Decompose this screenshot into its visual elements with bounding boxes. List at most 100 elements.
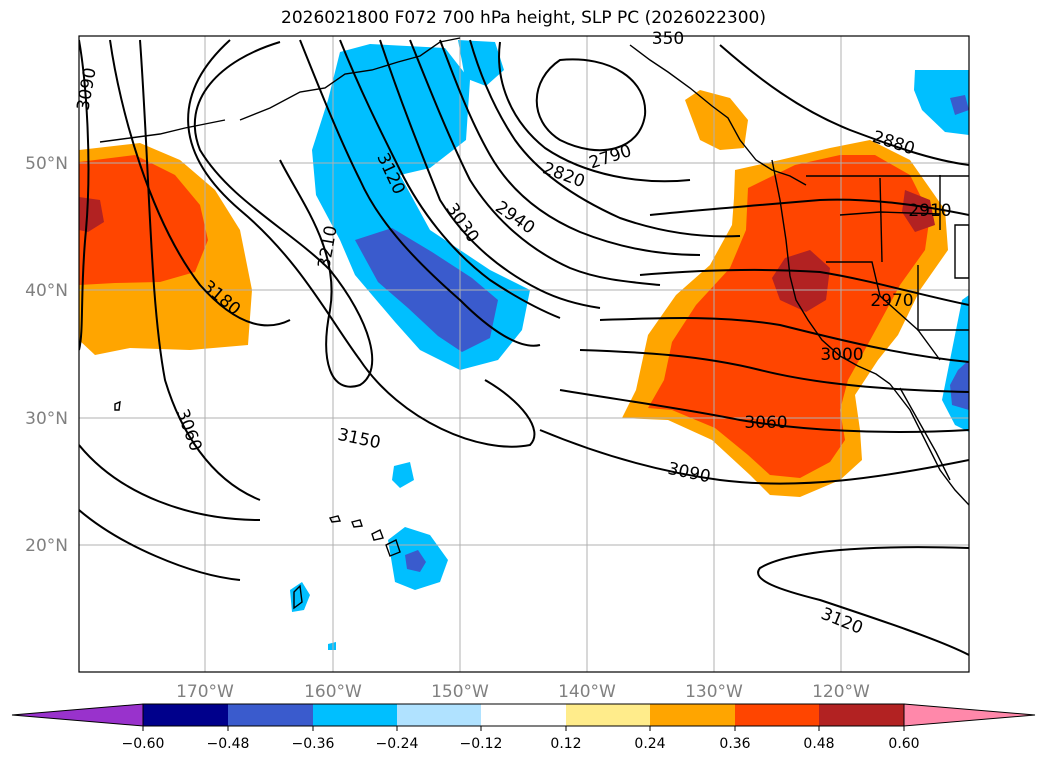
contour-2940 <box>469 39 741 238</box>
contour-label: 3090 <box>73 66 100 112</box>
positive-anomaly-east-north <box>685 90 748 150</box>
contour-label: 3060 <box>744 413 787 433</box>
contour-3000 <box>409 39 661 286</box>
lat-label: 50°N <box>25 154 68 174</box>
colorbar-segment <box>566 704 650 726</box>
contour-3060-central <box>339 39 561 319</box>
contour-3120-central <box>299 39 541 347</box>
hawaii-big-island <box>385 539 401 557</box>
contour-label: 2790 <box>587 141 634 173</box>
contour-3120-east <box>757 546 969 656</box>
contour-3060-east <box>559 389 969 433</box>
contour-2970 <box>439 39 701 256</box>
contour-label: 3120 <box>818 604 866 639</box>
hawaii-kauai <box>328 515 341 523</box>
hawaii-maui <box>371 529 384 541</box>
positive-anomaly-east-core-2 <box>902 190 935 232</box>
hawaii-oahu <box>351 519 363 528</box>
colorbar-tick-label: 0.12 <box>550 736 581 752</box>
longitude-labels: 170°W 160°W 150°W 140°W 130°W 120°W <box>176 682 870 702</box>
positive-anomaly-east-inner <box>648 155 930 478</box>
anomaly-shading <box>79 40 969 650</box>
contour-2790 <box>535 58 647 152</box>
contour-3090-east <box>539 429 969 485</box>
lat-label: 20°N <box>25 536 68 556</box>
lat-label: 30°N <box>25 409 68 429</box>
colorbar-tick-label: 0.36 <box>719 736 750 752</box>
us-west-coast <box>771 159 891 385</box>
state-border-5 <box>954 224 969 279</box>
colorbar-tick-label: −0.12 <box>460 736 503 752</box>
colorbar-segment <box>397 704 481 726</box>
lat-label: 40°N <box>25 281 68 301</box>
contour-2880 <box>719 44 969 166</box>
colorbar-tick-label: −0.24 <box>376 736 419 752</box>
small-island-2 <box>293 584 303 610</box>
colorbar-tick-label: 0.24 <box>634 736 665 752</box>
negative-anomaly-small-1 <box>392 462 414 488</box>
contour-label: 2970 <box>870 291 913 311</box>
state-border-1 <box>839 211 941 216</box>
contour-label: 350 <box>652 29 684 49</box>
colorbar-segment <box>735 704 819 726</box>
positive-anomaly-west-inner <box>79 155 208 285</box>
coastlines <box>99 37 969 610</box>
aleutian-islands <box>99 119 226 143</box>
state-border-3 <box>879 177 883 263</box>
contour-3090-lower <box>79 509 241 581</box>
small-island-1 <box>114 400 121 411</box>
lon-label: 120°W <box>812 682 870 702</box>
contour-3120-west <box>79 444 261 521</box>
colorbar-segment <box>819 704 904 726</box>
contour-3210 <box>193 41 374 388</box>
colorbar-segment <box>143 704 228 726</box>
colorbar-tick-label: −0.60 <box>122 736 165 752</box>
contour-label: 3000 <box>820 345 863 365</box>
gridlines <box>79 36 969 672</box>
contour-3030-east <box>579 349 969 393</box>
contour-3150 <box>187 39 536 448</box>
positive-anomaly-west-core <box>79 197 104 232</box>
contour-3060-west <box>139 39 261 501</box>
contour-2970-east <box>639 268 969 306</box>
negative-anomaly-east <box>942 295 969 432</box>
contour-3090-west <box>79 39 90 351</box>
contour-label: 3090 <box>666 459 712 488</box>
contour-2910 <box>649 198 969 216</box>
map-frame <box>78 35 970 673</box>
negative-anomaly-northeast-core <box>950 95 969 115</box>
height-contours <box>79 39 969 656</box>
colorbar-extend-high <box>903 703 1036 727</box>
colorbar-extend-low <box>11 703 144 727</box>
negative-anomaly-small-3 <box>328 642 336 650</box>
negative-anomaly-north <box>458 40 504 86</box>
colorbar-frame <box>142 703 905 727</box>
negative-anomaly-small-2 <box>290 582 310 612</box>
colorbar-segment <box>650 704 735 726</box>
colorbar-tick-label: 0.60 <box>888 736 919 752</box>
contour-label: 3060 <box>172 407 206 454</box>
colorbar: −0.60 −0.48 −0.36 −0.24 −0.12 0.12 0.24 … <box>11 703 1036 752</box>
contour-3000-east <box>599 316 969 363</box>
colorbar-segment <box>228 704 313 726</box>
contour-label: 3030 <box>441 200 482 247</box>
lon-label: 130°W <box>685 682 743 702</box>
state-border-4 <box>917 265 969 331</box>
lon-label: 150°W <box>431 682 489 702</box>
colorbar-tick-label: 0.48 <box>803 736 834 752</box>
colorbar-tick-label: −0.48 <box>207 736 250 752</box>
state-border-2 <box>826 261 941 361</box>
colorbar-segment <box>313 704 397 726</box>
colorbar-tick-label: −0.36 <box>292 736 335 752</box>
bc-coast <box>629 44 807 186</box>
alaska-coast <box>239 37 461 121</box>
contour-3180 <box>109 39 291 327</box>
negative-anomaly-east-core <box>950 360 969 410</box>
negative-anomaly-hawaii-core <box>405 550 426 572</box>
lon-label: 170°W <box>176 682 234 702</box>
contour-label: 2910 <box>908 201 951 221</box>
positive-anomaly-east-core-1 <box>772 250 830 312</box>
lon-label: 140°W <box>558 682 616 702</box>
colorbar-segment <box>481 704 566 726</box>
